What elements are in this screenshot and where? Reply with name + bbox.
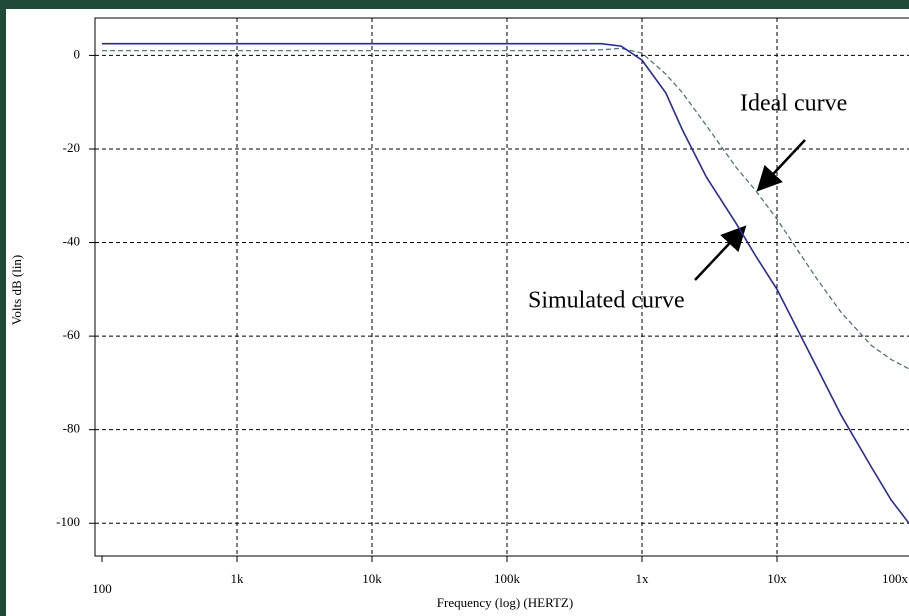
x-tick-label: 100k [494, 571, 521, 586]
annotation: Ideal curve [740, 91, 847, 117]
plot-frame [94, 17, 909, 557]
x-axis-label: Frequency (log) (HERTZ) [437, 595, 573, 610]
arrow [694, 225, 747, 281]
series-line [102, 47, 909, 370]
x-tick-label: 100x [882, 571, 909, 586]
y-tick-label: -100 [56, 514, 80, 529]
series-line [102, 42, 909, 524]
annotation: Simulated curve [528, 288, 685, 314]
x-tick-label: 10x [767, 571, 787, 586]
y-tick-label: -40 [63, 234, 80, 249]
title-bar [0, 0, 909, 9]
y-tick-label: 0 [74, 46, 81, 61]
x-tick-label: 1x [636, 571, 650, 586]
x-tick-label: 1k [231, 571, 245, 586]
y-axis-label: Volts dB (lin) [9, 255, 24, 326]
x-tick-label: 100 [92, 581, 112, 596]
y-tick-label: -20 [63, 140, 80, 155]
y-tick-label: -60 [63, 327, 80, 342]
arrow [756, 139, 806, 192]
x-tick-label: 10k [362, 571, 382, 586]
y-tick-label: -80 [63, 421, 80, 436]
window-edge [0, 0, 6, 616]
